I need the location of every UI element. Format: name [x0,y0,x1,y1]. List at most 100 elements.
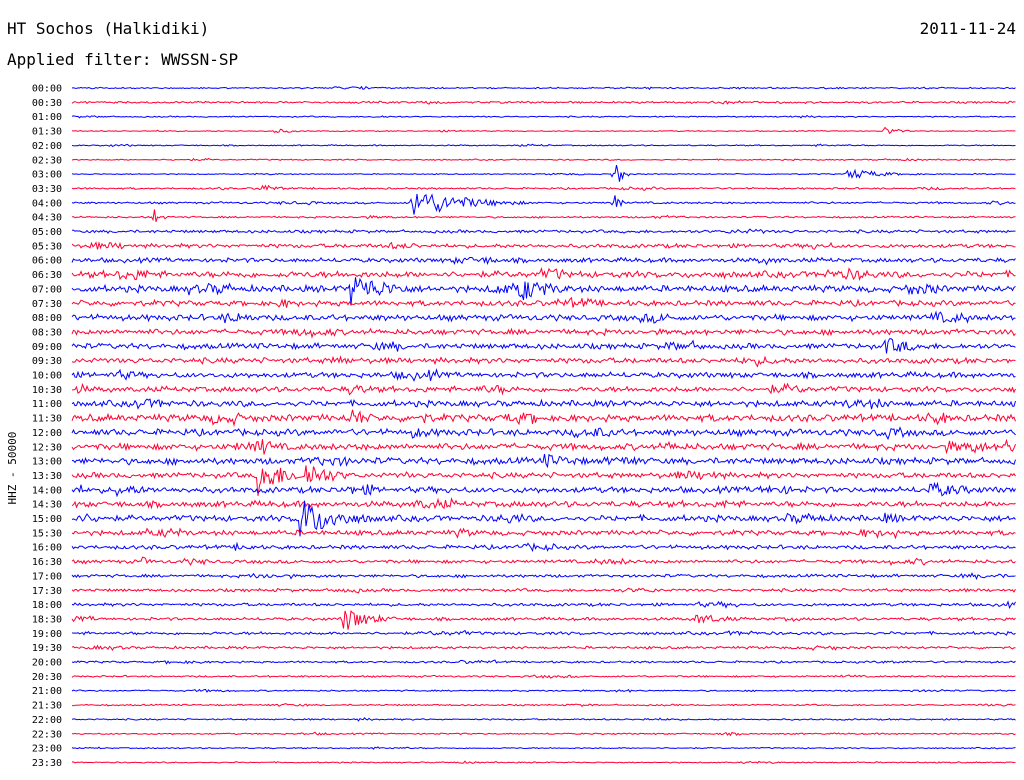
trace-line [71,157,1016,162]
trace-line [71,746,1016,750]
time-label: 04:00 [32,198,62,209]
trace-line [71,717,1016,722]
trace-line [71,193,1016,215]
time-label: 13:00 [32,457,62,468]
trace-line [71,453,1016,469]
trace-line [71,572,1016,581]
time-label: 22:00 [32,715,62,726]
time-label: 17:00 [32,571,62,582]
time-label: 00:30 [32,98,62,109]
time-label: 09:30 [32,356,62,367]
time-label: 02:30 [32,155,62,166]
time-label: 00:00 [32,84,62,95]
trace-line [71,760,1016,765]
time-label: 12:00 [32,428,62,439]
time-label: 21:00 [32,686,62,697]
trace-group [71,85,1016,765]
trace-line [71,355,1016,368]
trace-line [71,629,1016,637]
time-label: 18:30 [32,614,62,625]
trace-line [71,500,1016,537]
station-title: HT Sochos (Halkidiki) [7,19,210,38]
time-label: 14:30 [32,500,62,511]
time-label: 23:30 [32,758,62,769]
trace-line [71,541,1016,553]
time-label: 18:00 [32,600,62,611]
trace-line [71,398,1016,410]
time-label: 15:30 [32,528,62,539]
time-label: 01:30 [32,127,62,138]
trace-line [71,527,1016,540]
time-label: 15:00 [32,514,62,525]
time-label: 03:30 [32,184,62,195]
trace-line [71,85,1016,91]
time-label: 03:00 [32,170,62,181]
trace-line [71,100,1016,105]
time-label: 22:30 [32,729,62,740]
time-label: 04:30 [32,213,62,224]
trace-line [71,367,1016,382]
trace-line [71,310,1016,324]
trace-line [71,481,1016,498]
trace-line [71,165,1016,182]
time-label: 11:30 [32,414,62,425]
trace-line [71,327,1016,339]
trace-line [71,465,1016,496]
trace-line [71,688,1016,693]
time-label: 16:30 [32,557,62,568]
date-label: 2011-11-24 [919,19,1016,38]
trace-line [71,426,1016,441]
time-label: 23:00 [32,744,62,755]
time-label: 06:30 [32,270,62,281]
time-label: 07:30 [32,299,62,310]
time-label: 21:30 [32,701,62,712]
trace-line [71,409,1016,428]
trace-line [71,126,1016,135]
time-label: 01:00 [32,112,62,123]
time-label: 12:30 [32,442,62,453]
trace-line [71,114,1016,119]
trace-line [71,556,1016,567]
time-label: 19:00 [32,629,62,640]
time-label: 02:00 [32,141,62,152]
trace-line [71,703,1016,708]
filter-label: Applied filter: WWSSN-SP [7,50,239,69]
time-label: 10:00 [32,371,62,382]
time-label-group: 00:00 00:30 01:00 01:30 02:00 02:30 03:00 03:30… [32,84,62,769]
time-label: 06:00 [32,256,62,267]
time-label: 13:30 [32,471,62,482]
time-label: 20:00 [32,658,62,669]
trace-line [71,674,1016,679]
trace-line [71,644,1016,652]
trace-line [71,240,1016,250]
trace-line [71,497,1016,510]
time-label: 07:00 [32,284,62,295]
trace-line [71,731,1016,737]
time-label: 20:30 [32,672,62,683]
trace-line [71,256,1016,266]
trace-line [71,184,1016,191]
trace-line [71,609,1016,630]
time-label: 05:30 [32,241,62,252]
time-label: 05:00 [32,227,62,238]
trace-line [71,438,1016,455]
time-label: 17:30 [32,586,62,597]
time-label: 16:00 [32,543,62,554]
time-label: 08:00 [32,313,62,324]
trace-line [71,600,1016,610]
time-label: 08:30 [32,327,62,338]
time-label: 10:30 [32,385,62,396]
trace-line [71,296,1016,308]
time-label: 11:00 [32,399,62,410]
trace-line [71,209,1016,222]
trace-line [71,267,1016,282]
trace-line [71,382,1016,396]
trace-line [71,277,1016,306]
trace-line [71,659,1016,665]
trace-line [71,587,1016,594]
time-label: 09:00 [32,342,62,353]
time-label: 19:30 [32,643,62,654]
trace-line [71,143,1016,148]
trace-line [71,228,1016,235]
